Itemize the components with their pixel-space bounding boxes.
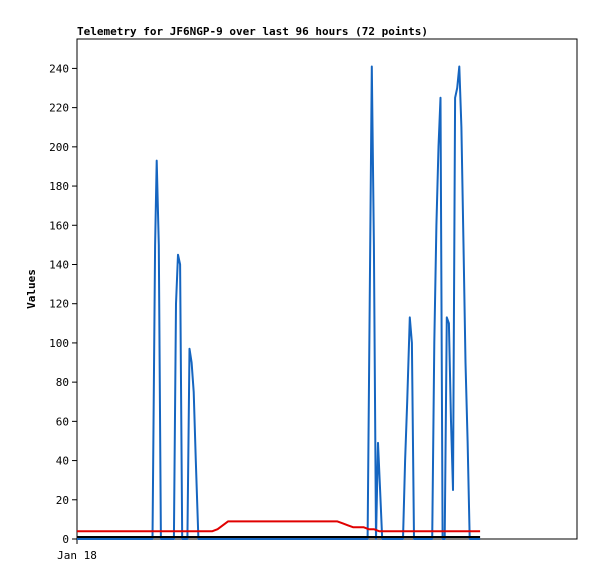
y-axis-label: Values — [25, 269, 38, 309]
y-tick-label: 180 — [49, 180, 69, 193]
y-tick-label: 100 — [49, 337, 69, 350]
y-axis-ticks: 0 20 40 60 80 100 120 140 160 180 200 220 240 — [49, 62, 77, 546]
y-tick-label: 120 — [49, 298, 69, 311]
y-tick-label: 20 — [56, 494, 69, 507]
y-tick-label: 60 — [56, 415, 69, 428]
series-line-1 — [77, 65, 481, 540]
y-tick-label: 0 — [62, 533, 69, 546]
plot-frame — [76, 38, 578, 540]
y-tick-label: 160 — [49, 219, 69, 232]
y-tick-label: 140 — [49, 258, 69, 271]
series-line-2 — [77, 520, 481, 533]
x-tick-label: Jan 18 — [57, 549, 97, 562]
y-tick-label: 240 — [49, 62, 69, 75]
y-tick-label: 80 — [56, 376, 69, 389]
series-lines — [77, 65, 481, 540]
y-tick-label: 200 — [49, 141, 69, 154]
chart-title: Telemetry for JF6NGP-9 over last 96 hour… — [77, 25, 428, 38]
y-tick-label: 40 — [56, 455, 69, 468]
y-tick-label: 220 — [49, 102, 69, 115]
